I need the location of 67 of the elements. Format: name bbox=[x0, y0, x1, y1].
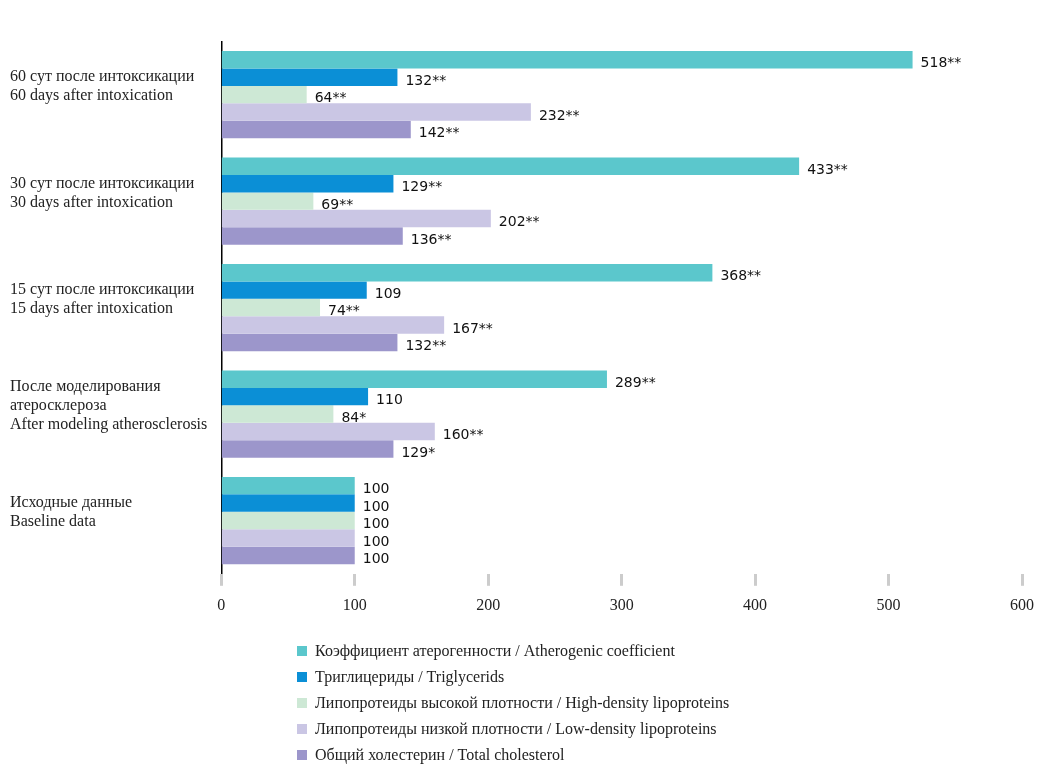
x-tick-label: 100 bbox=[342, 595, 367, 613]
bar bbox=[221, 120, 411, 139]
data-label: 132** bbox=[405, 71, 447, 88]
legend-label: Липопротеиды высокой плотности / High-density lipoproteins bbox=[315, 694, 730, 712]
data-label: 100 bbox=[362, 532, 390, 549]
bar bbox=[221, 174, 394, 193]
legend-label: Триглицериды / Triglycerids bbox=[315, 668, 505, 686]
bar bbox=[221, 387, 369, 406]
bar bbox=[221, 494, 355, 512]
x-tick-label: 500 bbox=[876, 595, 901, 613]
bar bbox=[221, 405, 334, 423]
bar bbox=[221, 476, 355, 495]
legend-label: Липопротеиды низкой плотности / Low-density lipoproteins bbox=[315, 720, 717, 738]
data-label: 289** bbox=[614, 373, 656, 390]
bar bbox=[221, 157, 800, 175]
legend-label: Общий холестерин / Total cholesterol bbox=[315, 746, 565, 764]
bar bbox=[221, 422, 435, 441]
data-label: 132** bbox=[405, 337, 447, 354]
y-tick-label: После моделирования атеросклероза After modeling atherosclerosis bbox=[10, 377, 208, 434]
bar bbox=[221, 192, 314, 210]
data-label: 136** bbox=[410, 230, 452, 247]
data-label: 129** bbox=[401, 178, 443, 195]
bar bbox=[221, 333, 398, 352]
bar bbox=[221, 68, 398, 86]
bar bbox=[221, 281, 367, 299]
data-label: 368** bbox=[720, 267, 762, 284]
bar bbox=[221, 50, 913, 69]
x-tick-label: 0 bbox=[217, 595, 226, 613]
data-label: 74** bbox=[328, 302, 360, 319]
data-label: 84* bbox=[341, 408, 367, 425]
bar bbox=[221, 227, 403, 245]
data-label: 100 bbox=[362, 550, 390, 567]
data-label: 160** bbox=[442, 426, 484, 443]
data-label: 110 bbox=[376, 391, 403, 408]
data-label: 433** bbox=[807, 160, 848, 177]
data-label: 100 bbox=[362, 480, 390, 497]
x-tick-label: 300 bbox=[609, 595, 634, 613]
bar bbox=[221, 316, 445, 334]
bar bbox=[221, 370, 607, 388]
bar bbox=[221, 85, 307, 104]
bar bbox=[221, 546, 355, 565]
data-label: 142** bbox=[418, 124, 460, 141]
x-tick-label: 400 bbox=[743, 595, 768, 613]
bar bbox=[221, 209, 491, 228]
y-tick-label: 30 сут после интоксикации 30 days after intoxication bbox=[10, 173, 195, 211]
bar bbox=[221, 529, 355, 547]
y-tick-label: 15 сут после интоксикации 15 days after intoxication bbox=[10, 280, 195, 318]
data-label: 109 bbox=[374, 284, 402, 301]
data-label: 100 bbox=[362, 515, 390, 532]
data-label: 100 bbox=[362, 497, 390, 514]
y-tick-label: 60 сут после интоксикации 60 days after intoxication bbox=[10, 67, 195, 105]
data-label: 167** bbox=[452, 319, 493, 336]
data-label: 232** bbox=[538, 106, 580, 123]
bar bbox=[221, 103, 531, 121]
bar bbox=[221, 440, 394, 458]
bar bbox=[221, 511, 355, 530]
data-label: 129* bbox=[401, 443, 436, 460]
data-label: 518** bbox=[920, 54, 962, 71]
data-label: 69** bbox=[321, 195, 354, 212]
data-label: 64** bbox=[314, 89, 347, 106]
x-tick-label: 200 bbox=[476, 595, 501, 613]
x-tick-label: 600 bbox=[1010, 595, 1034, 613]
legend-label: Коэффициент атерогенности / Atherogenic coefficient bbox=[315, 642, 675, 660]
bar bbox=[221, 298, 321, 317]
data-label: 202** bbox=[498, 213, 540, 230]
bar bbox=[221, 263, 713, 282]
y-tick-label: Исходные данные Baseline data bbox=[10, 493, 133, 530]
